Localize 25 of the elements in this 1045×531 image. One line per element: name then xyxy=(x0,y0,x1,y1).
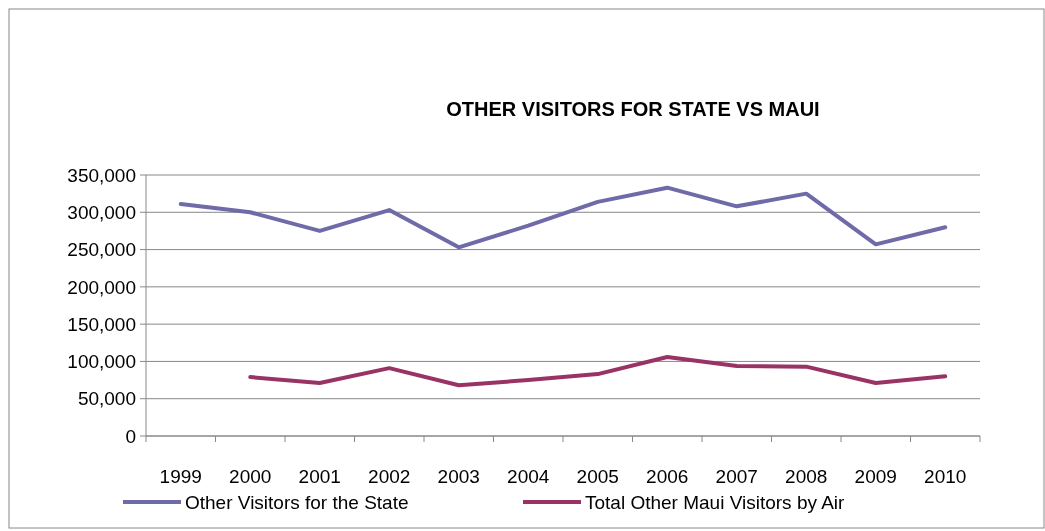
legend-label: Total Other Maui Visitors by Air xyxy=(585,491,846,513)
x-tick-label: 1999 xyxy=(159,466,202,487)
y-tick-label: 0 xyxy=(125,425,136,447)
y-tick-label: 150,000 xyxy=(67,313,136,335)
x-tick-label: 2002 xyxy=(368,466,411,487)
x-tick-label: 2001 xyxy=(298,466,341,487)
y-tick-label: 350,000 xyxy=(67,164,136,186)
x-tick-label: 2000 xyxy=(229,466,272,487)
x-tick-label: 2009 xyxy=(854,466,897,487)
x-tick-label: 2005 xyxy=(576,466,619,487)
x-tick-label: 2007 xyxy=(715,466,758,487)
x-tick-label: 2004 xyxy=(507,466,550,487)
x-tick-label: 2006 xyxy=(646,466,689,487)
y-tick-label: 100,000 xyxy=(67,351,136,373)
legend-label: Other Visitors for the State xyxy=(185,491,409,513)
x-tick-label: 2010 xyxy=(924,466,967,487)
x-tick-label: 2008 xyxy=(785,466,828,487)
chart-title: OTHER VISITORS FOR STATE VS MAUI xyxy=(446,98,820,120)
y-tick-label: 250,000 xyxy=(67,239,136,261)
y-tick-label: 200,000 xyxy=(67,276,136,298)
x-tick-label: 2003 xyxy=(437,466,480,487)
line-series xyxy=(178,185,948,250)
line-series xyxy=(248,354,948,388)
y-tick-label: 50,000 xyxy=(77,388,136,410)
y-tick-label: 300,000 xyxy=(67,201,136,223)
